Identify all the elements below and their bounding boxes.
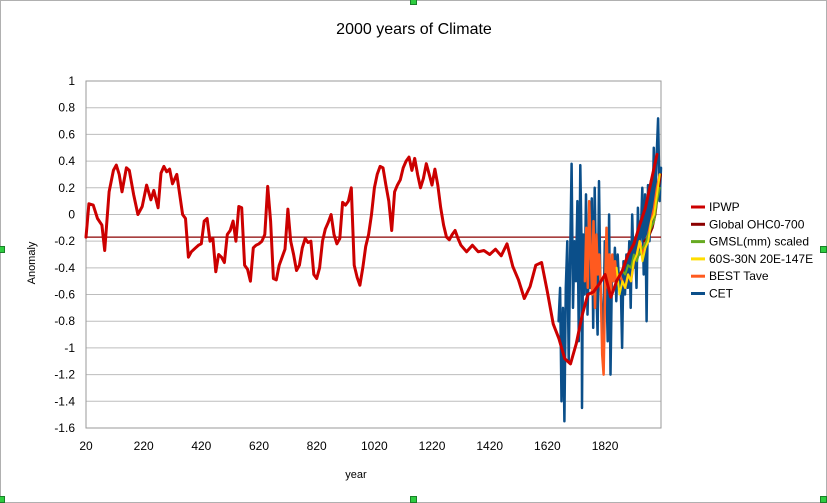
y-tick-label: 0.4 xyxy=(58,154,75,168)
y-tick-label: -0.8 xyxy=(54,314,75,328)
chart-title: 2000 years of Climate xyxy=(336,21,492,38)
y-tick-label: 1 xyxy=(68,74,75,88)
y-tick-label: -1.2 xyxy=(54,368,75,382)
series-group xyxy=(84,117,663,423)
y-tick-labels: 1 0.8 0.6 0.4 0.2 0 -0.2 -0.4 -0.6 -0.8 -1 -1.2 -1.4… xyxy=(54,74,75,435)
series-line-ipwp xyxy=(84,152,659,366)
resize-handle-right[interactable] xyxy=(820,246,827,253)
y-tick-label: 0.6 xyxy=(58,127,75,141)
y-tick-label: -1 xyxy=(64,341,75,355)
x-tick-label: 620 xyxy=(249,439,269,453)
legend: IPWP Global OHC0-700 GMSL(mm) scaled 60S-30… xyxy=(691,200,813,301)
x-tick-labels: 20 220 420 620 820 1020 1220 1420 1620 1820 xyxy=(79,439,618,453)
legend-label: GMSL(mm) scaled xyxy=(709,235,809,249)
x-tick-label: 820 xyxy=(307,439,327,453)
series-line-60s-30n-20e-147e xyxy=(615,173,661,296)
x-tick-label: 1620 xyxy=(534,439,561,453)
legend-label: BEST Tave xyxy=(709,269,769,283)
resize-handle-bottom[interactable] xyxy=(410,496,417,503)
y-tick-label: -0.2 xyxy=(54,234,75,248)
legend-label: 60S-30N 20E-147E xyxy=(709,252,813,266)
resize-handle-bottom-right[interactable] xyxy=(820,496,827,503)
x-tick-label: 420 xyxy=(191,439,211,453)
y-tick-label: 0.2 xyxy=(58,181,75,195)
legend-label: Global OHC0-700 xyxy=(709,217,805,231)
x-tick-label: 1220 xyxy=(419,439,446,453)
plot-area-border xyxy=(85,80,662,429)
resize-handle-left[interactable] xyxy=(0,246,5,253)
resize-handle-bottom-left[interactable] xyxy=(0,496,5,503)
plot-border-group xyxy=(85,80,662,429)
y-tick-label: -0.6 xyxy=(54,288,75,302)
legend-label: CET xyxy=(709,287,734,301)
x-tick-label: 1820 xyxy=(592,439,619,453)
series-line-cet xyxy=(557,117,663,423)
y-tick-label: 0 xyxy=(68,207,75,221)
y-axis-label: Anomaly xyxy=(26,241,38,284)
x-tick-label: 220 xyxy=(134,439,154,453)
y-tick-label: 0.8 xyxy=(58,101,75,115)
x-tick-label: 1420 xyxy=(476,439,503,453)
legend-label: IPWP xyxy=(709,200,740,214)
x-axis-label: year xyxy=(345,469,367,481)
x-tick-label: 1020 xyxy=(361,439,388,453)
x-tick-label: 20 xyxy=(79,439,93,453)
y-tick-label: -0.4 xyxy=(54,261,75,275)
resize-handle-top[interactable] xyxy=(410,0,417,5)
y-tick-label: -1.4 xyxy=(54,394,75,408)
y-tick-label: -1.6 xyxy=(54,421,75,435)
